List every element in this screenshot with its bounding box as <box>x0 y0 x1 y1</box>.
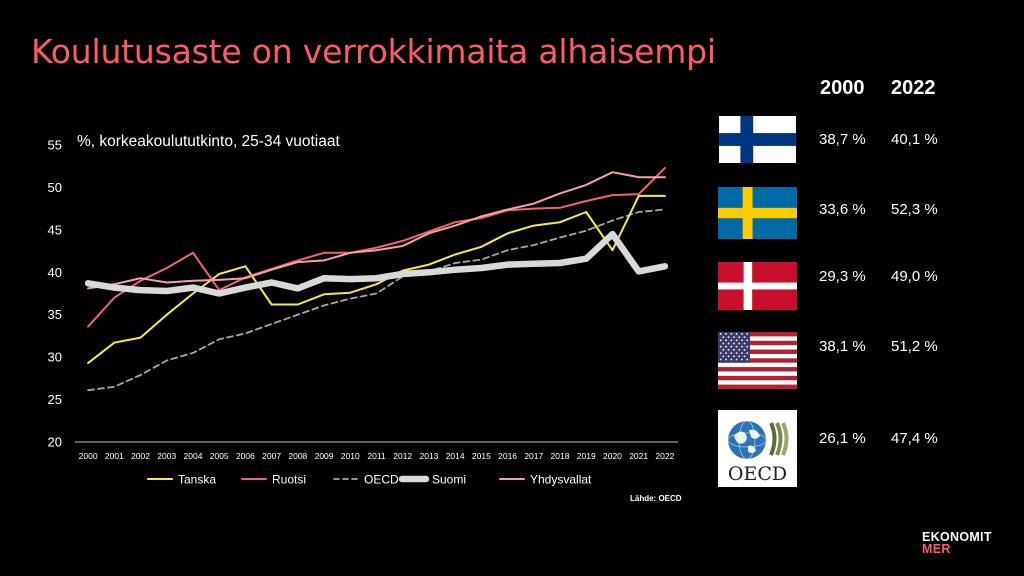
usa-flag-icon <box>718 332 797 389</box>
brand-logo: EKONOMIT MER <box>922 530 992 556</box>
y-tick-label: 20 <box>48 435 62 450</box>
legend-label: OECD <box>364 473 399 487</box>
finland-2022-value: 40,1 % <box>891 131 938 148</box>
denmark-2000-value: 29,3 % <box>819 268 866 285</box>
chart-subtitle: %, korkeakoulututkinto, 25-34 vuotiaat <box>77 133 340 150</box>
series-line-ruotsi <box>87 166 666 328</box>
x-tick-label: 2017 <box>524 451 543 461</box>
column-header-2022: 2022 <box>891 77 936 99</box>
y-tick-label: 50 <box>48 180 62 195</box>
legend-label: Suomi <box>432 473 466 487</box>
series-line-tanska <box>87 194 666 365</box>
x-tick-label: 2013 <box>419 451 438 461</box>
x-tick-label: 2019 <box>577 451 596 461</box>
x-tick-label: 2007 <box>262 451 281 461</box>
x-tick-label: 2021 <box>629 451 648 461</box>
x-tick-label: 2020 <box>603 451 622 461</box>
y-tick-label: 25 <box>48 392 62 407</box>
oecd-logo-icon: OECD <box>718 410 797 487</box>
oecd-logo-text: OECD <box>728 463 787 485</box>
y-tick-label: 35 <box>48 307 62 322</box>
brand-line-2: MER <box>922 542 951 556</box>
sweden-flag-icon <box>718 187 797 239</box>
y-tick-label: 30 <box>48 350 62 365</box>
x-tick-label: 2018 <box>551 451 570 461</box>
x-tick-label: 2011 <box>367 451 386 461</box>
denmark-flag-icon <box>718 262 797 310</box>
legend-label: Ruotsi <box>272 473 306 487</box>
x-tick-label: 2004 <box>184 451 203 461</box>
usa-2000-value: 38,1 % <box>819 338 866 355</box>
x-tick-label: 2008 <box>288 451 307 461</box>
column-header-2000: 2000 <box>820 77 865 99</box>
sweden-2000-value: 33,6 % <box>819 201 866 218</box>
series-line-yhdysvallat <box>87 171 666 290</box>
x-tick-label: 2009 <box>315 451 334 461</box>
x-tick-label: 2003 <box>157 451 176 461</box>
x-tick-label: 2010 <box>341 451 360 461</box>
sweden-2022-value: 52,3 % <box>891 201 938 218</box>
line-chart: 20 25 30 35 40 45 50 55 2000 2001 2002 2003 2004 2005… <box>48 138 678 487</box>
legend-label: Yhdysvallat <box>530 473 592 487</box>
series-line-oecd <box>87 208 666 392</box>
oecd-2022-value: 47,4 % <box>891 430 938 447</box>
usa-2022-value: 51,2 % <box>891 338 938 355</box>
legend-label: Tanska <box>178 473 216 487</box>
x-tick-label: 2022 <box>655 451 674 461</box>
x-tick-label: 2016 <box>498 451 517 461</box>
x-tick-label: 2015 <box>472 451 491 461</box>
x-tick-label: 2012 <box>393 451 412 461</box>
x-tick-label: 2006 <box>236 451 255 461</box>
x-tick-label: 2000 <box>79 451 98 461</box>
finland-2000-value: 38,7 % <box>819 131 866 148</box>
oecd-2000-value: 26,1 % <box>819 430 866 447</box>
y-tick-label: 45 <box>48 222 62 237</box>
source-note: Lähde: OECD <box>630 494 682 503</box>
series-line-suomi <box>84 230 669 297</box>
brand-line-1: EKONOMIT <box>922 530 992 544</box>
x-tick-label: 2005 <box>210 451 229 461</box>
x-tick-label: 2002 <box>131 451 150 461</box>
x-tick-label: 2001 <box>105 451 124 461</box>
x-tick-label: 2014 <box>446 451 465 461</box>
denmark-2022-value: 49,0 % <box>891 268 938 285</box>
y-tick-label: 55 <box>48 138 62 153</box>
finland-flag-icon <box>718 116 797 163</box>
slide-title: Koulutusaste on verrokkimaita alhaisempi <box>31 32 716 71</box>
y-tick-label: 40 <box>48 265 62 280</box>
